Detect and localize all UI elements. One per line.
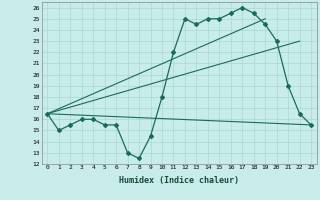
X-axis label: Humidex (Indice chaleur): Humidex (Indice chaleur) bbox=[119, 176, 239, 185]
